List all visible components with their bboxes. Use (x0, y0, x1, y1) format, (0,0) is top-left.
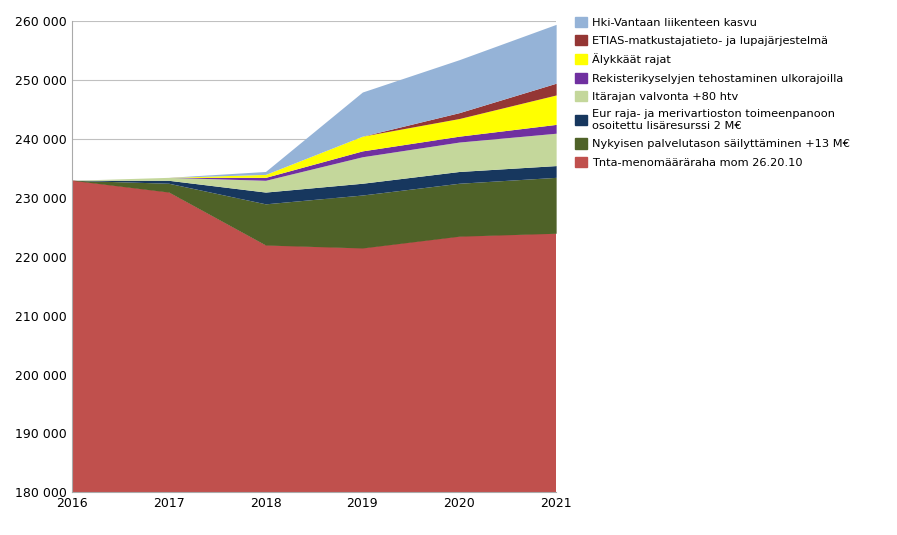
Legend: Hki-Vantaan liikenteen kasvu, ETIAS-matkustajatieto- ja lupajärjestelmä, Älykkää: Hki-Vantaan liikenteen kasvu, ETIAS-matk… (570, 12, 855, 172)
